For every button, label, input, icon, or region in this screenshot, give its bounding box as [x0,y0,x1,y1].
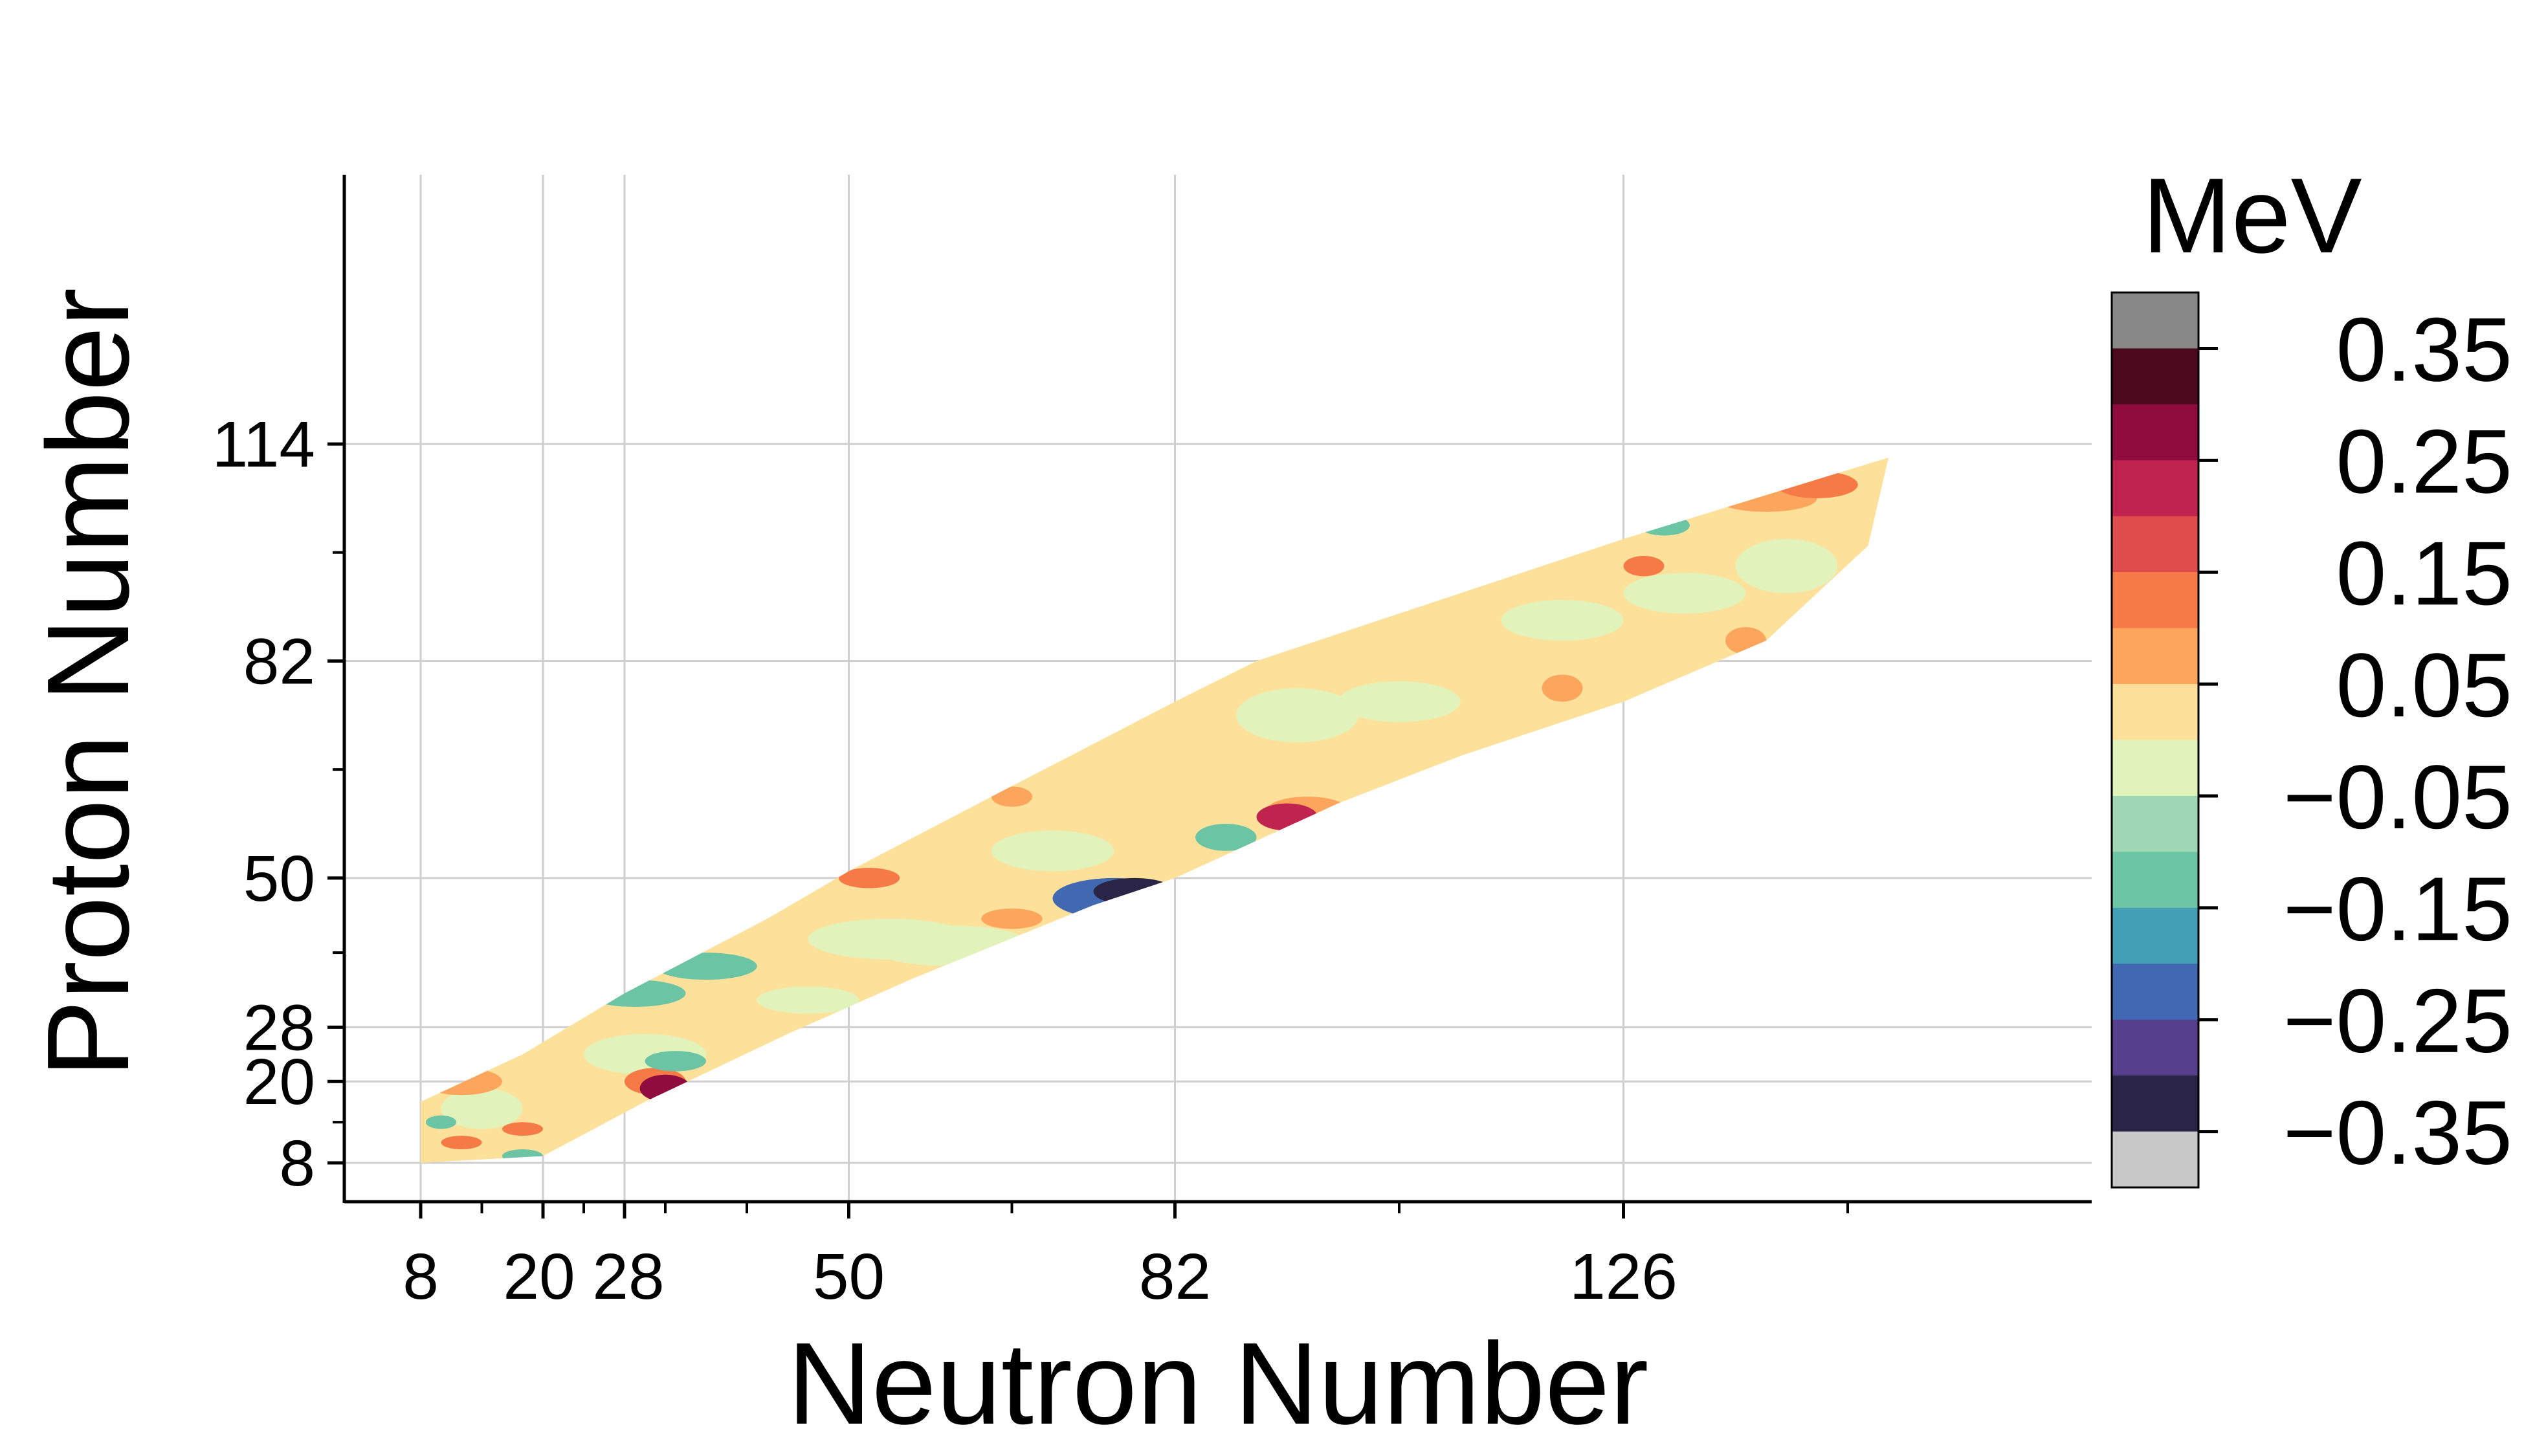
colorbar-band [2112,740,2198,797]
heatmap-patch [425,1115,457,1129]
heatmap-patch [502,1122,543,1136]
colorbar-band [2112,516,2198,573]
heatmap-patch [1236,688,1358,743]
heatmap-patch [1195,824,1257,851]
colorbar-band [2112,1131,2198,1188]
y-tick-label: 82 [243,625,315,698]
colorbar-tick-label: 0.15 [2336,522,2512,624]
colorbar-title: MeV [2142,156,2362,275]
heatmap-patch [1338,681,1461,722]
colorbar-tick-label: −0.35 [2283,1082,2512,1184]
heatmap-patch [757,986,859,1014]
heatmap-patch [1776,471,1858,498]
y-tick-label: 114 [212,408,315,481]
y-tick-label: 8 [279,1127,315,1200]
plot-axes [342,175,2092,1204]
colorbar-band [2112,348,2198,405]
x-tick-label: 28 [592,1241,664,1313]
x-tick-label: 50 [813,1241,885,1313]
y-tick-label: 28 [243,991,315,1064]
colorbar-tick-label: 0.05 [2336,634,2512,736]
colorbar-band [2112,572,2198,629]
heatmap-surface [421,458,1888,1163]
colorbar-tick-label: 0.25 [2336,410,2512,512]
colorbar: MeV 0.350.250.150.05−0.05−0.15−0.25−0.35 [2110,156,2512,1189]
colorbar-band [2112,404,2198,461]
colorbar-tick-label: −0.05 [2283,746,2512,848]
colorbar-band [2112,1075,2198,1132]
heatmap-patch [1542,674,1583,702]
x-axis-label: Neutron Number [788,1319,1649,1449]
heatmap-patch [441,1088,523,1129]
colorbar-tick-label: 0.35 [2336,298,2512,400]
x-tick-label: 20 [503,1241,575,1313]
colorbar-tick-label: −0.15 [2283,858,2512,960]
y-tick-label: 50 [243,843,315,915]
colorbar-band [2112,907,2198,964]
y-tick-label: 20 [243,1046,315,1118]
colorbar-band [2112,1019,2198,1076]
colorbar-band [2112,628,2198,685]
heatmap-patch [1501,600,1624,641]
heatmap-patch [584,980,686,1007]
heatmap-patch [1093,877,1175,905]
heatmap-patch [1639,515,1690,536]
colorbar-tick-label: −0.25 [2283,970,2512,1072]
x-tick-label: 82 [1139,1241,1211,1313]
colorbar-band [2112,684,2198,740]
heatmap-patch [1623,556,1665,577]
heatmap-patch [991,830,1114,872]
x-tick-label: 126 [1569,1241,1677,1313]
colorbar-band [2112,292,2198,349]
heatmap-patch [1623,573,1746,614]
heatmap-patch [838,868,900,888]
colorbar-frame [2110,291,2200,1189]
heatmap-patch [1725,627,1766,654]
heatmap-patch [655,953,757,980]
heatmap-patch [639,1074,691,1102]
x-axis-ticks: 8 20 28 50 82 126 [403,1202,1849,1313]
heatmap-patch [441,1136,482,1150]
colorbar-band [2112,795,2198,852]
heatmap-patch [991,786,1032,807]
colorbar-band [2112,852,2198,909]
x-tick-label: 8 [403,1241,439,1313]
colorbar-band [2112,460,2198,517]
y-axis-label: Proton Number [23,288,153,1078]
heatmap-patch [1735,538,1838,593]
colorbar-band [2112,964,2198,1020]
heatmap-patch [502,1149,543,1163]
heatmap-patch [1256,803,1318,831]
heatmap-patch [981,909,1043,929]
heatmap-patch [869,925,1032,967]
heatmap-patch [645,1051,706,1072]
